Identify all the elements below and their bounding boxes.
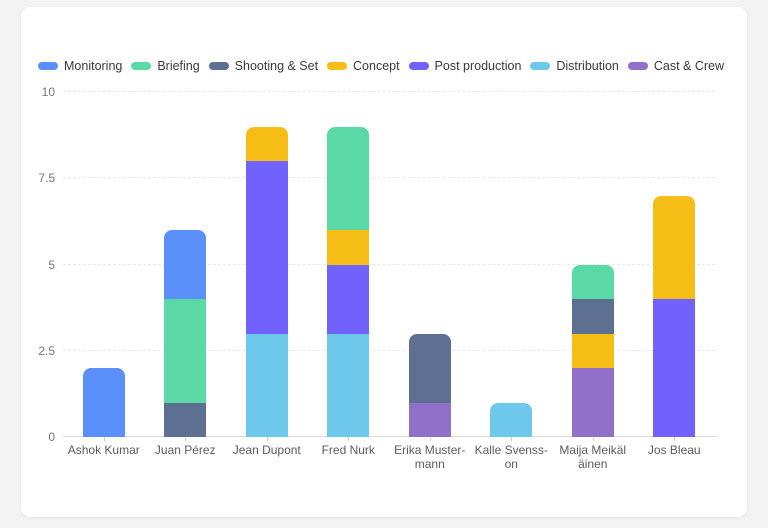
x-axis-category-label: Jos Bleau (647, 443, 701, 457)
bar-slot-ashok-kumar (63, 92, 145, 441)
legend-label: Concept (353, 58, 400, 73)
bar-segment-fred-nurk-briefing[interactable] (327, 126, 370, 230)
x-axis-tick (185, 437, 187, 441)
bar-erika-mustermann (408, 92, 451, 437)
x-axis-tick (103, 437, 105, 441)
chart-card: Monitoring Briefing Shooting & Set Concept P… (21, 7, 747, 517)
y-axis-tick-label: 10 (41, 85, 55, 99)
bar-maija-meik-l-inen (571, 92, 614, 437)
x-axis-tick (511, 437, 513, 441)
gridline (63, 263, 715, 265)
gridline (63, 177, 715, 179)
bar-ashok-kumar (82, 92, 125, 437)
legend-swatch-icon (530, 62, 551, 70)
y-axis-tick-label: 0 (48, 430, 55, 444)
bar-slot-juan-p-rez (145, 92, 227, 441)
legend-swatch-icon (131, 62, 152, 70)
x-axis-tick (348, 437, 350, 441)
legend-item-post-production[interactable]: Post production (408, 58, 522, 73)
legend-swatch-icon (408, 62, 429, 70)
x-axis-tick (592, 437, 594, 441)
legend-label: Briefing (157, 58, 200, 73)
x-axis-tick (429, 437, 431, 441)
plot-area (63, 91, 717, 441)
bar-segment-kalle-svensson-distribution[interactable] (490, 402, 533, 437)
legend-item-monitoring[interactable]: Monitoring (38, 60, 122, 73)
bar-slot-fred-nurk (308, 92, 390, 441)
y-axis: 0 2.5 5 7.5 10 (21, 86, 55, 443)
bar-jean-dupont (245, 92, 288, 437)
legend-swatch-icon (627, 62, 648, 70)
legend-item-concept[interactable]: Concept (327, 60, 400, 73)
bar-segment-jos-bleau-concept[interactable] (653, 195, 696, 299)
x-axis-tick (674, 437, 676, 441)
bar-segment-erika-mustermann-cast-crew[interactable] (408, 402, 451, 437)
x-axis-line (63, 436, 717, 437)
bar-segment-fred-nurk-concept[interactable] (327, 230, 370, 265)
bar-slot-jean-dupont (226, 92, 308, 441)
bar-segment-juan-p-rez-briefing[interactable] (164, 299, 207, 403)
bar-segment-maija-meik-l-inen-shooting-set[interactable] (571, 299, 614, 334)
x-axis-category-label: Ashok Kumar (67, 443, 140, 457)
y-axis-tick-label: 2.5 (38, 343, 55, 358)
x-axis-category-label: Fred Nurk (321, 443, 375, 457)
y-axis-tick-label: 5 (48, 257, 55, 272)
legend-item-shooting-set[interactable]: Shooting & Set (208, 58, 319, 73)
gridline (63, 349, 715, 351)
legend-label: Monitoring (64, 58, 123, 73)
legend-swatch-icon (208, 62, 229, 70)
y-axis-tick-label: 7.5 (38, 171, 55, 186)
bar-segment-jean-dupont-post-production[interactable] (245, 161, 288, 334)
gridline (63, 91, 715, 92)
bar-segment-juan-p-rez-shooting-set[interactable] (164, 402, 207, 437)
x-axis-category-label: Erika Muster- mann (394, 443, 466, 471)
bar-segment-jean-dupont-distribution[interactable] (245, 333, 288, 437)
legend-label: Shooting & Set (234, 58, 319, 73)
x-axis-tick (266, 437, 268, 441)
bar-segment-fred-nurk-distribution[interactable] (327, 333, 370, 437)
bar-slot-maija-meik-l-inen (552, 92, 634, 441)
legend-label: Distribution (556, 58, 619, 73)
legend-item-distribution[interactable]: Distribution (530, 60, 619, 73)
bar-segment-ashok-kumar-monitoring[interactable] (82, 368, 125, 437)
legend-label: Post production (434, 58, 522, 73)
x-axis-category-label: Jean Dupont (232, 443, 301, 457)
bar-segment-juan-p-rez-monitoring[interactable] (164, 230, 207, 299)
x-axis-category-label: Juan Pérez (154, 443, 216, 457)
bar-jos-bleau (653, 92, 696, 437)
x-axis-category-label: Maija Meikäl äinen (559, 443, 627, 471)
bar-juan-p-rez (164, 92, 207, 437)
legend-item-briefing[interactable]: Briefing (131, 58, 200, 73)
bar-slot-erika-mustermann (389, 92, 471, 441)
legend-label: Cast & Crew (653, 58, 724, 73)
legend-item-cast-crew[interactable]: Cast & Crew (627, 58, 724, 73)
legend: Monitoring Briefing Shooting & Set Concept P… (38, 58, 724, 74)
x-axis-category-label: Kalle Svenss- on (474, 443, 548, 471)
bar-segment-fred-nurk-post-production[interactable] (327, 264, 370, 334)
legend-swatch-icon (38, 62, 58, 70)
bar-slot-kalle-svensson (471, 92, 553, 441)
bar-kalle-svensson (490, 92, 533, 437)
bar-segment-jean-dupont-concept[interactable] (245, 126, 288, 161)
legend-swatch-icon (327, 62, 348, 70)
bar-segment-maija-meik-l-inen-briefing[interactable] (571, 264, 614, 299)
bar-segment-maija-meik-l-inen-cast-crew[interactable] (571, 368, 614, 437)
bars (63, 92, 716, 441)
bar-slot-jos-bleau (634, 92, 716, 441)
bar-fred-nurk (327, 92, 370, 437)
bar-segment-maija-meik-l-inen-concept[interactable] (571, 333, 614, 368)
bar-segment-erika-mustermann-shooting-set[interactable] (408, 333, 451, 403)
bar-segment-jos-bleau-post-production[interactable] (653, 299, 696, 437)
